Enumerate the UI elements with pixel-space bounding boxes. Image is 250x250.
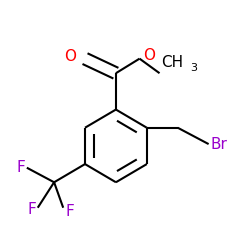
Text: 3: 3 bbox=[190, 63, 198, 73]
Text: F: F bbox=[65, 204, 74, 219]
Text: F: F bbox=[16, 160, 25, 175]
Text: O: O bbox=[143, 48, 155, 62]
Text: F: F bbox=[27, 202, 36, 217]
Text: Br: Br bbox=[210, 136, 227, 152]
Text: O: O bbox=[64, 49, 76, 64]
Text: CH: CH bbox=[161, 54, 184, 70]
